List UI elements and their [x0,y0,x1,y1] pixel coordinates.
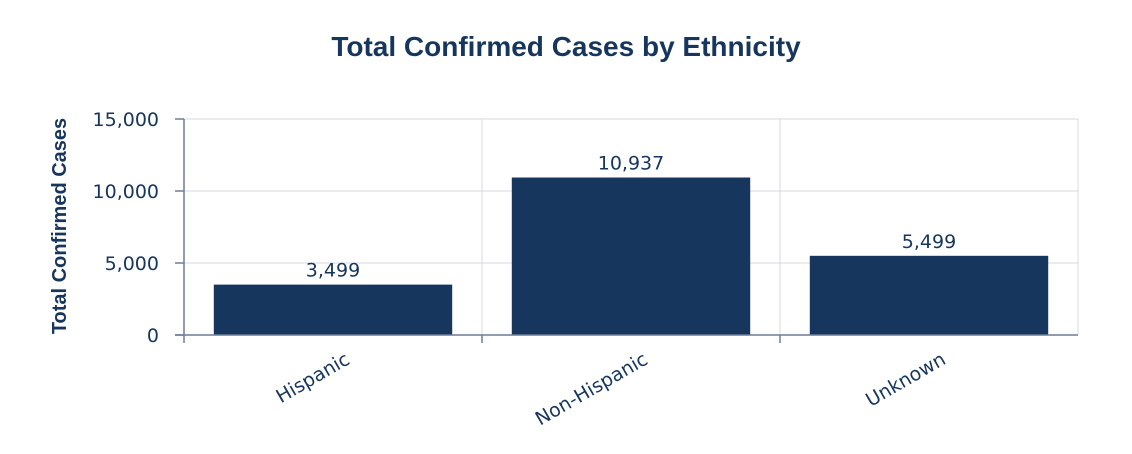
axes [175,118,1078,343]
bar-value-label: 10,937 [598,153,664,175]
y-tick-label: 0 [147,325,159,347]
bars [213,177,1049,335]
y-axis-label: Total Confirmed Cases [49,118,71,334]
y-tick-label: 15,000 [93,109,159,131]
y-tick-label: 5,000 [105,253,159,275]
bar-value-label: 5,499 [902,231,956,253]
x-tick-label: Hispanic [272,348,353,408]
bar-value-label: 3,499 [306,260,360,282]
data-labels: 3,499 10,937 5,499 [306,153,956,282]
bar [809,255,1049,335]
x-tick-label: Non-Hispanic [532,348,652,430]
chart-title: Total Confirmed Cases by Ethnicity [331,31,801,62]
bar [511,177,751,335]
y-tick-label: 10,000 [93,181,159,203]
x-tick-label: Unknown [862,348,949,411]
bar [213,284,453,335]
